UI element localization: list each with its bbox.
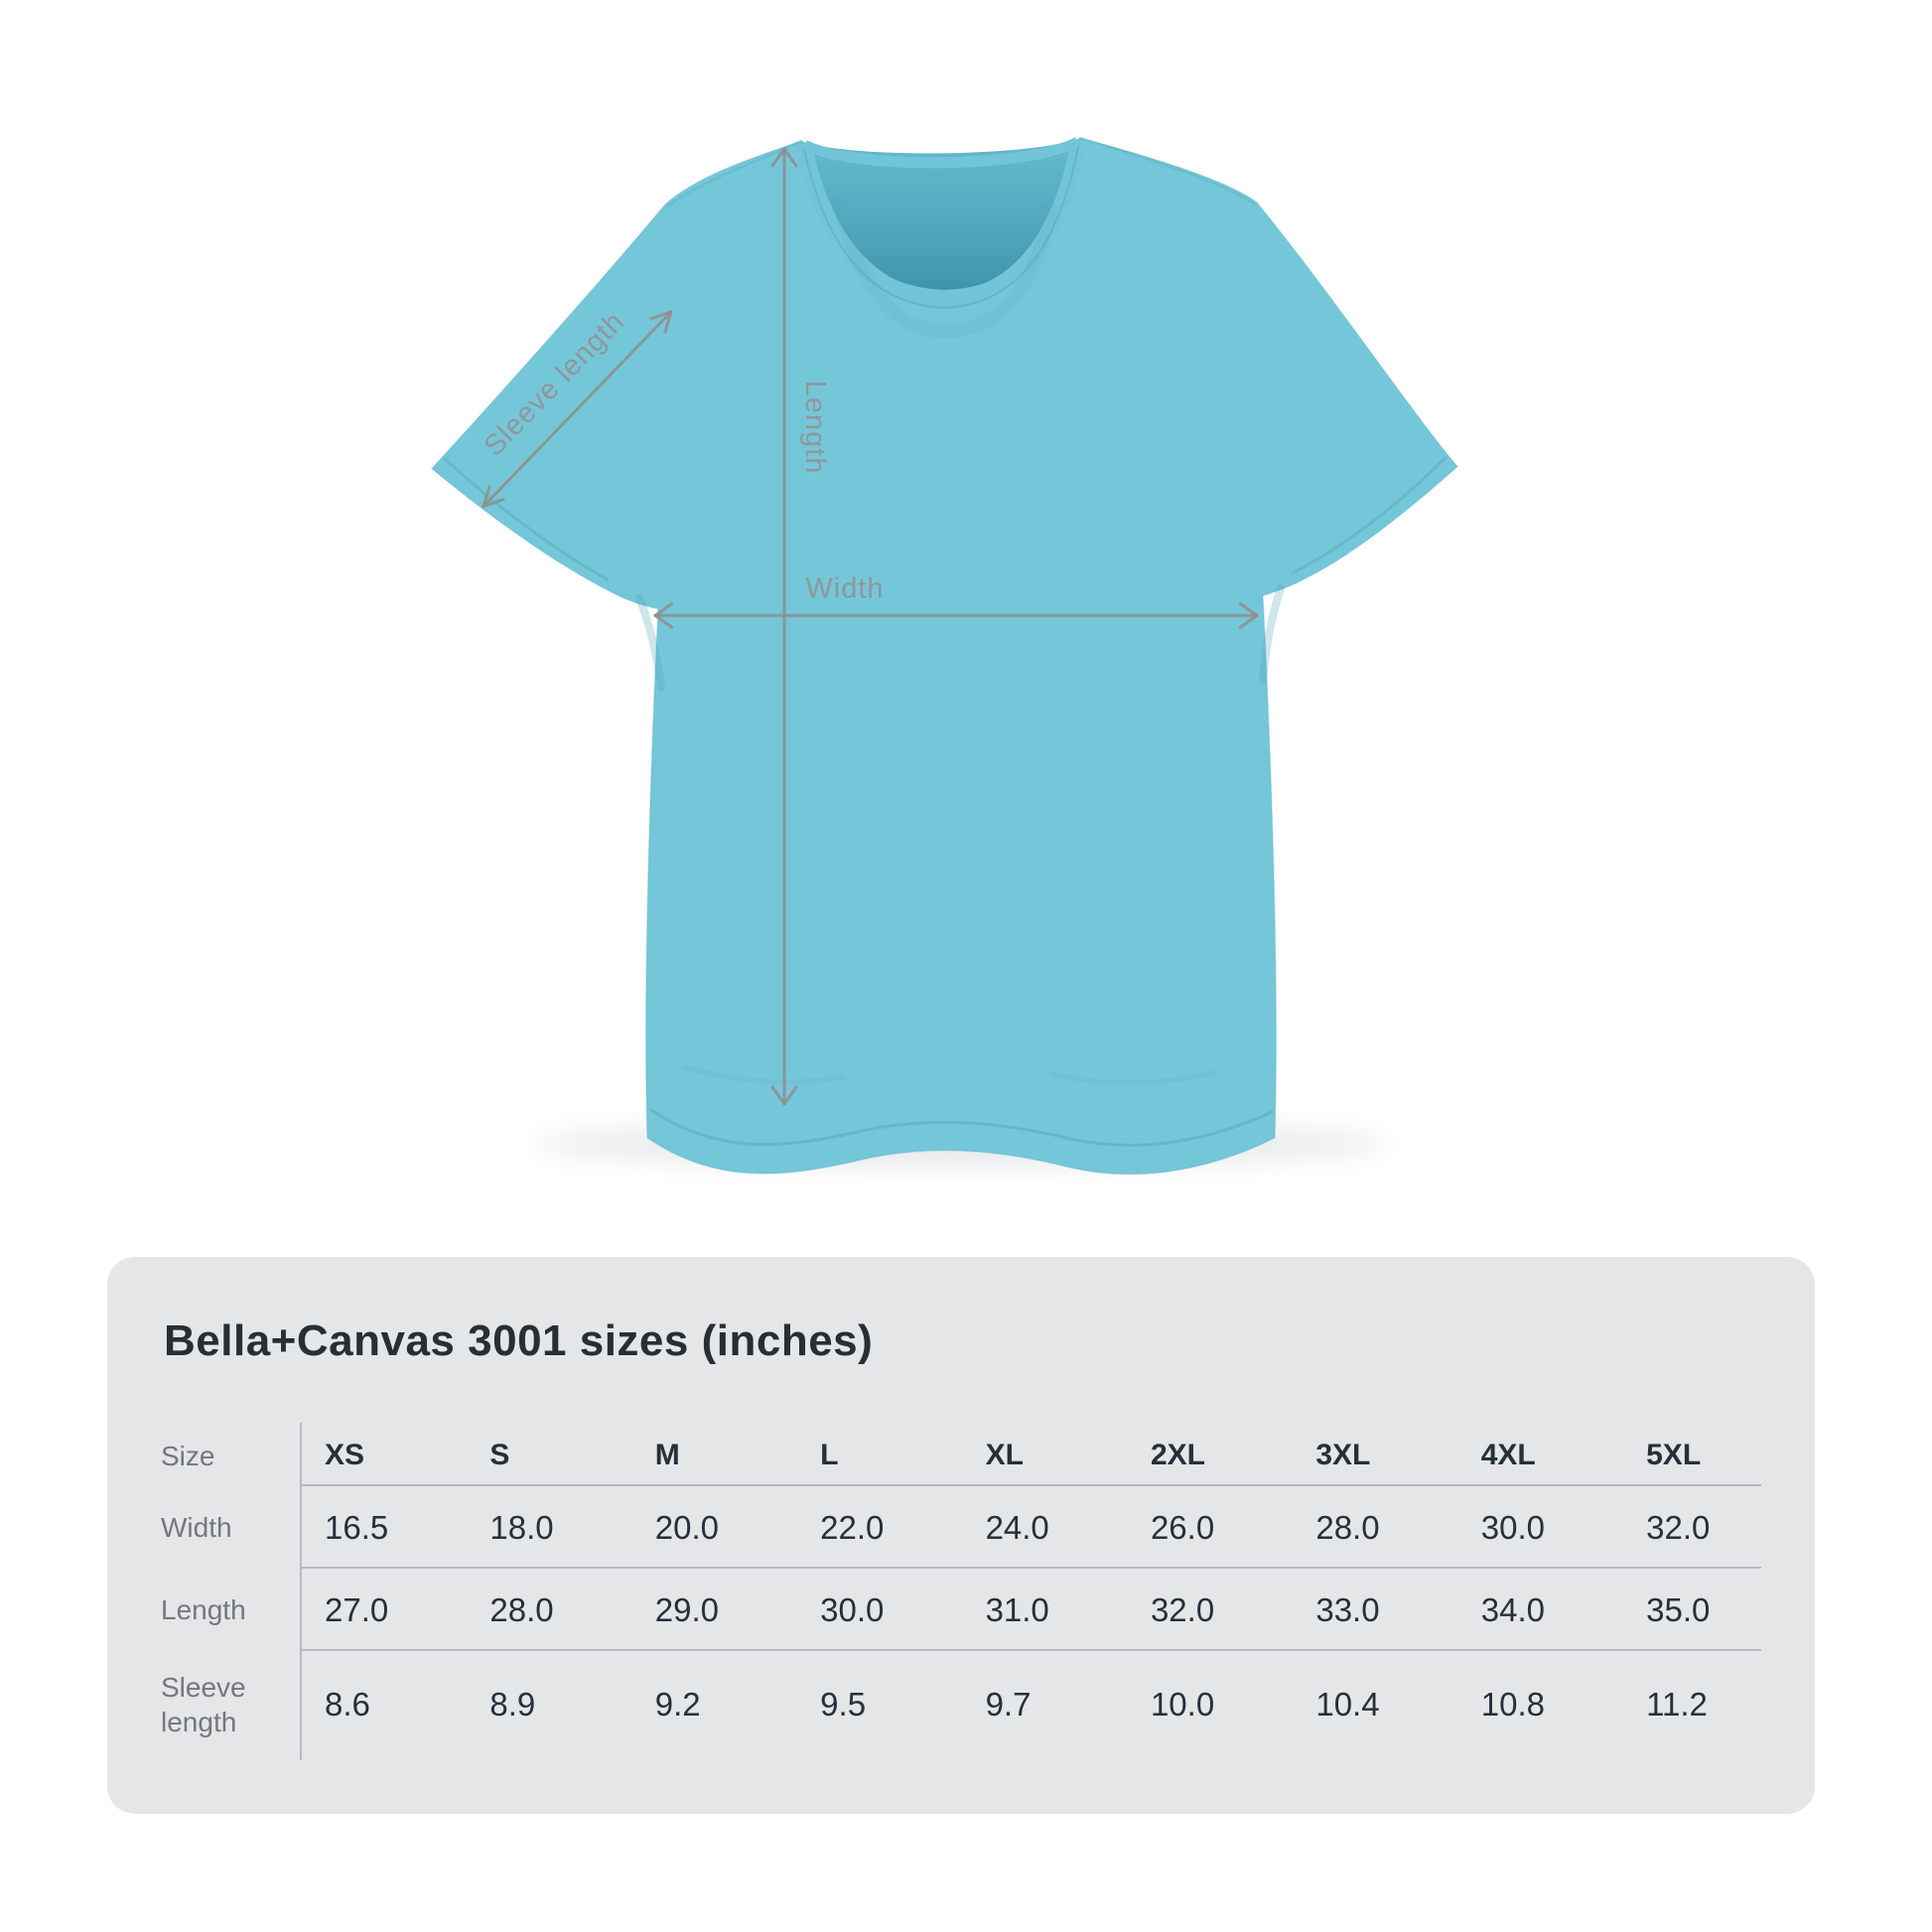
right-shoulder-seam	[1078, 136, 1257, 207]
neck-opening	[801, 138, 1080, 290]
column-header-s: S	[489, 1439, 510, 1471]
row-label-sleeve-length: Sleeve length	[161, 1672, 246, 1737]
table-cell: 29.0	[654, 1590, 720, 1628]
left-cuff-seam	[443, 457, 610, 582]
left-underarm-shadow	[635, 594, 665, 691]
column-header-xs: XS	[325, 1439, 365, 1471]
table-cell: 31.0	[985, 1590, 1049, 1628]
table-cell: 35.0	[1646, 1590, 1711, 1628]
front-collar-seam	[803, 146, 1079, 310]
table-cell: 10.0	[1150, 1686, 1215, 1723]
hem-wrinkle-right	[1049, 1069, 1219, 1086]
column-header-2xl: 2XL	[1150, 1439, 1205, 1471]
table-cell: 24.0	[985, 1508, 1049, 1546]
table-row-divider	[300, 1484, 1761, 1486]
column-header-5xl: 5XL	[1646, 1439, 1702, 1471]
column-header-xl: XL	[985, 1439, 1024, 1471]
column-header-4xl: 4XL	[1480, 1439, 1536, 1471]
row-label-width: Width	[161, 1512, 232, 1543]
column-header-l: L	[820, 1439, 839, 1471]
table-cell: 28.0	[489, 1590, 554, 1628]
table-cell: 8.9	[489, 1686, 536, 1723]
left-shoulder-seam	[665, 139, 803, 208]
front-collar-band	[795, 139, 1087, 309]
table-cell: 32.0	[1150, 1590, 1215, 1628]
row-label-length: Length	[161, 1594, 246, 1625]
table-cell: 20.0	[654, 1508, 720, 1546]
table-cell: 33.0	[1315, 1590, 1380, 1628]
table-cell: 22.0	[820, 1508, 885, 1546]
table-cell: 32.0	[1646, 1508, 1711, 1546]
table-cell: 9.7	[985, 1686, 1032, 1723]
size-chart-title: Bella+Canvas 3001 sizes (inches)	[164, 1316, 874, 1365]
table-cell: 9.5	[820, 1686, 867, 1723]
table-cell: 30.0	[820, 1590, 885, 1628]
table-cell: 9.2	[654, 1686, 701, 1723]
back-collar-seam	[803, 147, 1079, 171]
table-cell: 28.0	[1315, 1508, 1380, 1546]
column-header-m: M	[654, 1439, 680, 1471]
table-cell: 34.0	[1480, 1590, 1545, 1628]
hem-seam	[649, 1108, 1274, 1147]
table-cell: 8.6	[325, 1686, 370, 1723]
table-corner-label: Size	[161, 1440, 215, 1471]
tshirt-measurement-diagram: Length Width Sleeve length	[430, 136, 1459, 1175]
table-cell: 16.5	[325, 1508, 389, 1546]
table-cell: 30.0	[1480, 1508, 1545, 1546]
width-label: Width	[805, 573, 884, 605]
length-arrow	[770, 147, 798, 1106]
table-row-divider	[300, 1649, 1761, 1651]
length-label: Length	[799, 380, 831, 475]
collar-under-shadow	[832, 197, 1057, 340]
sleeve-length-arrow	[482, 310, 673, 508]
table-cell: 26.0	[1150, 1508, 1215, 1546]
hem-wrinkle-left	[682, 1064, 847, 1085]
tshirt-silhouette	[430, 137, 1459, 1175]
column-header-3xl: 3XL	[1315, 1439, 1371, 1471]
width-arrow	[653, 602, 1259, 629]
table-vertical-divider	[300, 1423, 302, 1760]
table-cell: 10.8	[1480, 1686, 1545, 1723]
table-cell: 27.0	[325, 1590, 389, 1628]
size-table: Size XS S M L XL 2XL 3XL 4XL 5XL Width 16.5 18.0 20.0…	[161, 1425, 1787, 1758]
table-cell: 10.4	[1315, 1686, 1380, 1723]
table-row-divider	[300, 1567, 1761, 1569]
table-cell: 11.2	[1646, 1686, 1708, 1723]
table-cell: 18.0	[489, 1508, 554, 1546]
right-cuff-seam	[1291, 456, 1448, 575]
size-chart-card: Bella+Canvas 3001 sizes (inches) Size XS S…	[107, 1257, 1815, 1814]
right-underarm-shadow	[1259, 584, 1285, 685]
back-collar-band	[801, 137, 1082, 171]
